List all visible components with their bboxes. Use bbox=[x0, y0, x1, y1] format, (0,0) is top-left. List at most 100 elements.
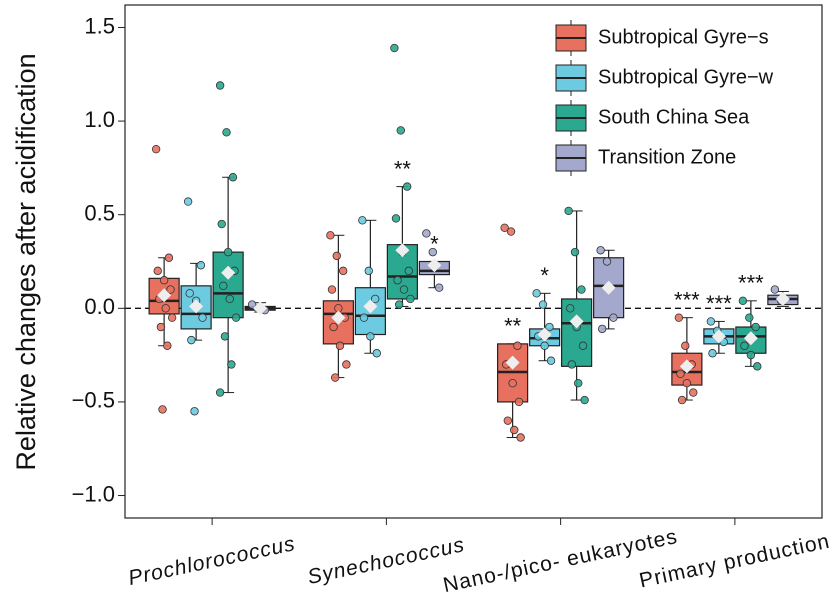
data-point bbox=[158, 405, 167, 414]
data-point bbox=[220, 332, 230, 341]
y-tick-label: 0.5 bbox=[84, 201, 115, 226]
data-point bbox=[402, 182, 412, 191]
data-point bbox=[335, 341, 345, 350]
mean-marker bbox=[395, 243, 410, 258]
data-point bbox=[753, 362, 762, 371]
data-point bbox=[574, 378, 583, 388]
mean-marker bbox=[743, 331, 758, 346]
data-point bbox=[745, 313, 754, 322]
data-point bbox=[190, 407, 199, 416]
data-point bbox=[153, 266, 162, 276]
data-point bbox=[596, 246, 605, 255]
data-point bbox=[508, 378, 517, 388]
mean-marker bbox=[363, 299, 378, 314]
data-point bbox=[567, 360, 577, 369]
data-point bbox=[161, 304, 170, 313]
significance: ** bbox=[504, 314, 522, 339]
data-point bbox=[223, 247, 233, 257]
data-point bbox=[329, 322, 338, 332]
data-point bbox=[231, 313, 241, 322]
data-point bbox=[580, 395, 589, 405]
data-point bbox=[738, 296, 748, 306]
data-point bbox=[167, 313, 177, 322]
data-point bbox=[682, 378, 692, 388]
data-point bbox=[222, 128, 231, 137]
data-point bbox=[183, 197, 193, 206]
data-point bbox=[674, 313, 684, 322]
data-point bbox=[247, 300, 257, 309]
mean-marker bbox=[537, 327, 552, 342]
mean-marker bbox=[569, 314, 584, 329]
data-point bbox=[503, 416, 513, 425]
significance: * bbox=[430, 231, 439, 256]
y-axis-label: Relative changes after acidification bbox=[11, 53, 41, 470]
data-point bbox=[228, 173, 238, 182]
data-point bbox=[428, 247, 437, 257]
data-point bbox=[566, 304, 575, 313]
data-point bbox=[708, 349, 717, 358]
legend-label: South China Sea bbox=[598, 106, 750, 128]
significance: *** bbox=[674, 287, 700, 312]
data-point bbox=[358, 216, 367, 225]
data-point bbox=[372, 349, 381, 358]
data-point bbox=[219, 281, 228, 291]
data-point bbox=[342, 360, 351, 369]
data-point bbox=[326, 231, 335, 240]
data-point bbox=[751, 322, 760, 332]
data-point bbox=[215, 81, 225, 90]
legend-label: Subtropical Gyre−s bbox=[598, 26, 769, 48]
data-point bbox=[532, 289, 541, 298]
mean-marker bbox=[157, 288, 172, 303]
data-point bbox=[770, 285, 780, 294]
legend-label: Subtropical Gyre−w bbox=[598, 66, 774, 88]
x-tick-label: Prochlorococcus bbox=[126, 532, 297, 590]
y-tick-label: 1.5 bbox=[84, 13, 115, 38]
mean-marker bbox=[711, 329, 726, 344]
data-point bbox=[338, 266, 348, 276]
data-point bbox=[540, 341, 549, 350]
data-point bbox=[676, 369, 685, 379]
data-point bbox=[681, 341, 690, 350]
y-tick-label: −1.0 bbox=[72, 481, 115, 506]
mean-marker bbox=[253, 301, 268, 316]
data-point bbox=[196, 261, 206, 270]
data-point bbox=[327, 285, 337, 294]
data-point bbox=[163, 341, 172, 350]
legend-label: Transition Zone bbox=[598, 146, 736, 168]
box bbox=[212, 251, 244, 319]
data-point bbox=[164, 253, 174, 262]
data-point bbox=[506, 227, 516, 236]
data-point bbox=[514, 397, 524, 407]
data-point bbox=[156, 322, 166, 332]
data-point bbox=[406, 294, 415, 304]
significance: *** bbox=[738, 271, 764, 296]
data-point bbox=[366, 332, 375, 341]
data-point bbox=[217, 219, 226, 229]
data-point bbox=[510, 425, 519, 435]
data-point bbox=[198, 313, 207, 322]
data-point bbox=[364, 266, 373, 276]
data-point bbox=[545, 322, 554, 332]
mean-marker bbox=[189, 299, 204, 314]
data-point bbox=[330, 373, 340, 382]
significance: ** bbox=[394, 156, 412, 181]
data-point bbox=[513, 341, 522, 350]
mean-marker bbox=[221, 265, 236, 280]
mean-marker bbox=[505, 355, 520, 370]
data-point bbox=[225, 294, 234, 304]
data-point bbox=[332, 251, 341, 261]
data-point bbox=[689, 388, 698, 397]
mean-marker bbox=[775, 291, 790, 306]
significance: * bbox=[540, 263, 549, 288]
data-point bbox=[516, 433, 525, 442]
data-point bbox=[391, 214, 401, 223]
data-point bbox=[746, 350, 756, 360]
data-point bbox=[185, 289, 194, 298]
data-point bbox=[598, 324, 607, 334]
data-point bbox=[577, 285, 586, 294]
data-point bbox=[396, 126, 405, 135]
data-point bbox=[215, 388, 225, 397]
plot-frame bbox=[124, 4, 823, 519]
data-point bbox=[159, 276, 169, 285]
